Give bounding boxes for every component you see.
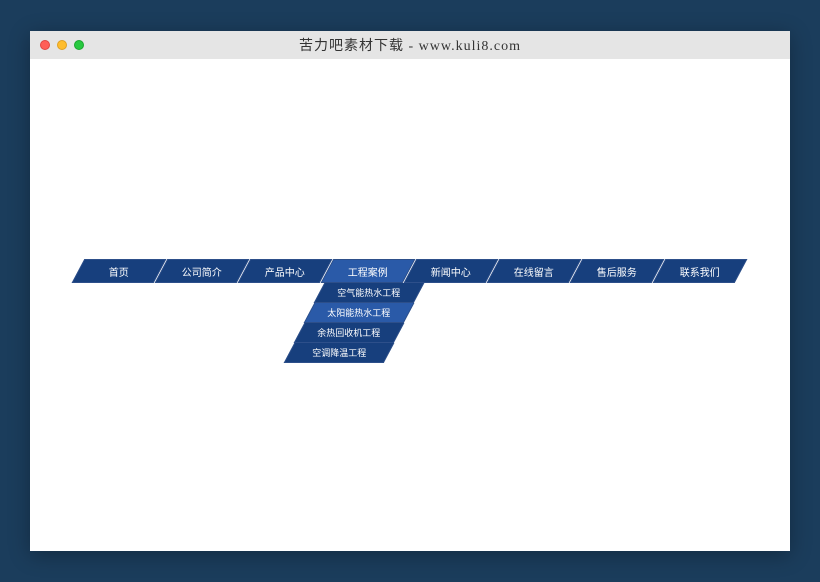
main-nav: 首页 公司简介 产品中心 工程案例空气能热水工程太阳能热水工程余热回收机工程空调降温工… [78,259,742,283]
nav-item-wrap: 工程案例空气能热水工程太阳能热水工程余热回收机工程空调降温工程 [327,259,410,283]
page-content: 首页公司简介产品中心工程案例空气能热水工程太阳能热水工程余热回收机工程空调降温工… [30,59,790,551]
dropdown-item-2[interactable]: 余热回收机工程 [294,323,405,343]
nav-item-2[interactable]: 产品中心 [238,259,333,283]
nav-item-label: 在线留言 [514,264,554,279]
window-title: 苦力吧素材下载 - www.kuli8.com [30,35,790,55]
titlebar: 苦力吧素材下载 - www.kuli8.com [30,31,790,59]
nav-item-1[interactable]: 公司简介 [155,259,250,283]
nav-item-label: 联系我们 [680,264,720,279]
nav-item-wrap: 售后服务 [576,259,659,283]
dropdown-item-3[interactable]: 空调降温工程 [284,343,395,363]
nav-item-wrap: 产品中心 [244,259,327,283]
nav-item-5[interactable]: 在线留言 [487,259,582,283]
nav-item-wrap: 在线留言 [493,259,576,283]
dropdown: 空气能热水工程太阳能热水工程余热回收机工程空调降温工程 [327,283,419,363]
maximize-icon[interactable] [74,40,84,50]
browser-window: 苦力吧素材下载 - www.kuli8.com 首页公司简介产品中心工程案例空气… [30,31,790,551]
dropdown-item-1[interactable]: 太阳能热水工程 [304,303,415,323]
nav-item-label: 工程案例 [348,264,388,279]
nav-item-4[interactable]: 新闻中心 [404,259,499,283]
nav-item-wrap: 公司简介 [161,259,244,283]
dropdown-item-label: 余热回收机工程 [318,326,381,339]
nav-item-6[interactable]: 售后服务 [570,259,665,283]
dropdown-item-label: 太阳能热水工程 [328,306,391,319]
minimize-icon[interactable] [57,40,67,50]
dropdown-item-label: 空气能热水工程 [338,286,401,299]
nav-item-label: 新闻中心 [431,264,471,279]
nav-item-label: 售后服务 [597,264,637,279]
nav-item-label: 首页 [109,264,129,279]
nav-item-3[interactable]: 工程案例 [321,259,416,283]
nav-item-label: 产品中心 [265,264,305,279]
nav-item-wrap: 首页 [78,259,161,283]
dropdown-item-0[interactable]: 空气能热水工程 [314,283,425,303]
nav-item-7[interactable]: 联系我们 [653,259,748,283]
traffic-lights [40,40,84,50]
close-icon[interactable] [40,40,50,50]
nav-item-label: 公司简介 [182,264,222,279]
nav-item-wrap: 联系我们 [659,259,742,283]
dropdown-item-label: 空调降温工程 [312,346,366,359]
nav-item-0[interactable]: 首页 [72,259,167,283]
nav-item-wrap: 新闻中心 [410,259,493,283]
